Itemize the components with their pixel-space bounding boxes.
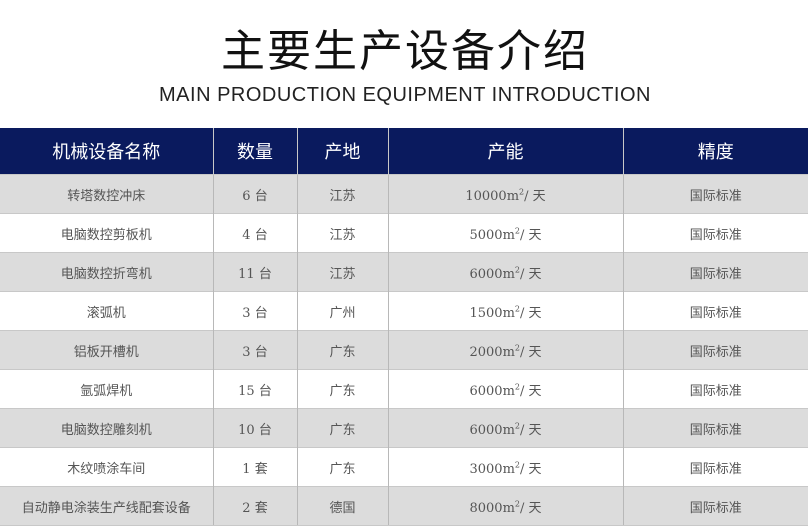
- capacity-unit-exponent: 2: [514, 304, 520, 314]
- capacity-unit: m: [502, 500, 515, 516]
- cell-origin: 江苏: [296, 174, 388, 214]
- capacity-unit-exponent: 2: [519, 187, 525, 197]
- table-row: 铝板开槽机 3 台广东 2000m2/ 天国际标准: [0, 330, 808, 370]
- cell-precision: 国际标准: [622, 291, 808, 331]
- cell-qty: 10 台: [212, 408, 297, 448]
- cell-qty: 15 台: [212, 369, 297, 409]
- cell-name: 滚弧机: [0, 291, 213, 331]
- capacity-per: / 天: [520, 344, 542, 360]
- cell-name: 铝板开槽机: [0, 330, 213, 370]
- cell-name: 氩弧焊机: [0, 369, 213, 409]
- capacity-unit: m: [502, 461, 515, 477]
- cell-capacity: 6000m2/ 天: [387, 408, 623, 448]
- cell-origin: 江苏: [296, 213, 388, 253]
- capacity-unit-exponent: 2: [514, 265, 520, 275]
- capacity-value: 5000: [469, 227, 503, 243]
- cell-capacity: 3000m2/ 天: [387, 447, 623, 487]
- capacity-unit: m: [502, 266, 515, 282]
- table-row: 氩弧焊机 15 台广东 6000m2/ 天国际标准: [0, 369, 808, 409]
- cell-origin: 广东: [296, 447, 388, 487]
- capacity-per: / 天: [520, 422, 542, 438]
- capacity-per: / 天: [520, 500, 542, 516]
- cell-name: 电脑数控折弯机: [0, 252, 213, 292]
- cell-precision: 国际标准: [622, 252, 808, 292]
- capacity-value: 2000: [469, 344, 503, 360]
- table-row: 电脑数控雕刻机 10 台广东 6000m2/ 天国际标准: [0, 408, 808, 448]
- capacity-unit-exponent: 2: [514, 226, 520, 236]
- cell-capacity: 5000m2/ 天: [387, 213, 623, 253]
- cell-qty: 4 台: [212, 213, 297, 253]
- header-precision: 精度: [622, 128, 808, 175]
- cell-qty: 3 台: [212, 291, 297, 331]
- cell-origin: 广东: [296, 369, 388, 409]
- capacity-value: 8000: [469, 500, 503, 516]
- capacity-per: / 天: [520, 461, 542, 477]
- cell-qty: 11 台: [212, 252, 297, 292]
- cell-name: 自动静电涂装生产线配套设备: [0, 486, 213, 526]
- cell-qty: 1 套: [212, 447, 297, 487]
- cell-name: 电脑数控雕刻机: [0, 408, 213, 448]
- capacity-unit-exponent: 2: [514, 421, 520, 431]
- cell-capacity: 6000m2/ 天: [387, 252, 623, 292]
- cell-origin: 广东: [296, 408, 388, 448]
- capacity-value: 6000: [469, 383, 503, 399]
- table-row: 电脑数控剪板机 4 台江苏 5000m2/ 天国际标准: [0, 213, 808, 253]
- page-title: 主要生产设备介绍: [221, 26, 589, 77]
- cell-qty: 3 台: [212, 330, 297, 370]
- capacity-per: / 天: [520, 383, 542, 399]
- cell-capacity: 2000m2/ 天: [387, 330, 623, 370]
- cell-precision: 国际标准: [622, 486, 808, 526]
- cell-precision: 国际标准: [622, 447, 808, 487]
- capacity-unit: m: [506, 188, 520, 204]
- cell-precision: 国际标准: [622, 330, 808, 370]
- capacity-value: 10000: [465, 188, 507, 204]
- capacity-per: / 天: [520, 227, 542, 243]
- cell-precision: 国际标准: [622, 213, 808, 253]
- cell-precision: 国际标准: [622, 369, 808, 409]
- table-row: 木纹喷涂车间 1 套广东 3000m2/ 天国际标准: [0, 447, 808, 487]
- table-row: 电脑数控折弯机 11 台江苏 6000m2/ 天国际标准: [0, 252, 808, 292]
- capacity-per: / 天: [524, 188, 546, 204]
- capacity-value: 3000: [469, 461, 503, 477]
- equipment-table: 机械设备名称 数量 产地 产能 精度 转塔数控冲床 6 台江苏 10000m2/ 天…: [0, 128, 808, 526]
- capacity-unit: m: [502, 344, 515, 360]
- capacity-unit: m: [502, 422, 515, 438]
- capacity-unit-exponent: 2: [514, 460, 520, 470]
- capacity-per: / 天: [520, 266, 542, 282]
- cell-name: 电脑数控剪板机: [0, 213, 213, 253]
- capacity-unit: m: [502, 383, 515, 399]
- cell-capacity: 6000m2/ 天: [387, 369, 623, 409]
- cell-qty: 6 台: [212, 174, 297, 214]
- cell-capacity: 1500m2/ 天: [387, 291, 623, 331]
- capacity-value: 6000: [469, 266, 503, 282]
- cell-origin: 江苏: [296, 252, 388, 292]
- table-row: 转塔数控冲床 6 台江苏 10000m2/ 天国际标准: [0, 174, 808, 214]
- capacity-value: 1500: [469, 305, 503, 321]
- cell-qty: 2 套: [212, 486, 297, 526]
- table-row: 自动静电涂装生产线配套设备 2 套德国 8000m2/ 天国际标准: [0, 486, 808, 526]
- cell-capacity: 8000m2/ 天: [387, 486, 623, 526]
- header-capacity: 产能: [387, 128, 623, 175]
- header-origin: 产地: [296, 128, 388, 175]
- cell-precision: 国际标准: [622, 174, 808, 214]
- cell-name: 木纹喷涂车间: [0, 447, 213, 487]
- cell-name: 转塔数控冲床: [0, 174, 213, 214]
- cell-precision: 国际标准: [622, 408, 808, 448]
- table-header-row: 机械设备名称 数量 产地 产能 精度: [0, 128, 808, 175]
- page-subtitle: MAIN PRODUCTION EQUIPMENT INTRODUCTION: [159, 84, 651, 106]
- cell-origin: 广东: [296, 330, 388, 370]
- header-name: 机械设备名称: [0, 128, 213, 175]
- header-qty: 数量: [212, 128, 297, 175]
- cell-capacity: 10000m2/ 天: [387, 174, 623, 214]
- capacity-unit-exponent: 2: [514, 499, 520, 509]
- cell-origin: 广州: [296, 291, 388, 331]
- capacity-value: 6000: [469, 422, 503, 438]
- capacity-unit-exponent: 2: [514, 343, 520, 353]
- capacity-unit: m: [502, 227, 515, 243]
- cell-origin: 德国: [296, 486, 388, 526]
- table-row: 滚弧机 3 台广州 1500m2/ 天国际标准: [0, 291, 808, 331]
- capacity-unit: m: [502, 305, 515, 321]
- capacity-unit-exponent: 2: [514, 382, 520, 392]
- capacity-per: / 天: [520, 305, 542, 321]
